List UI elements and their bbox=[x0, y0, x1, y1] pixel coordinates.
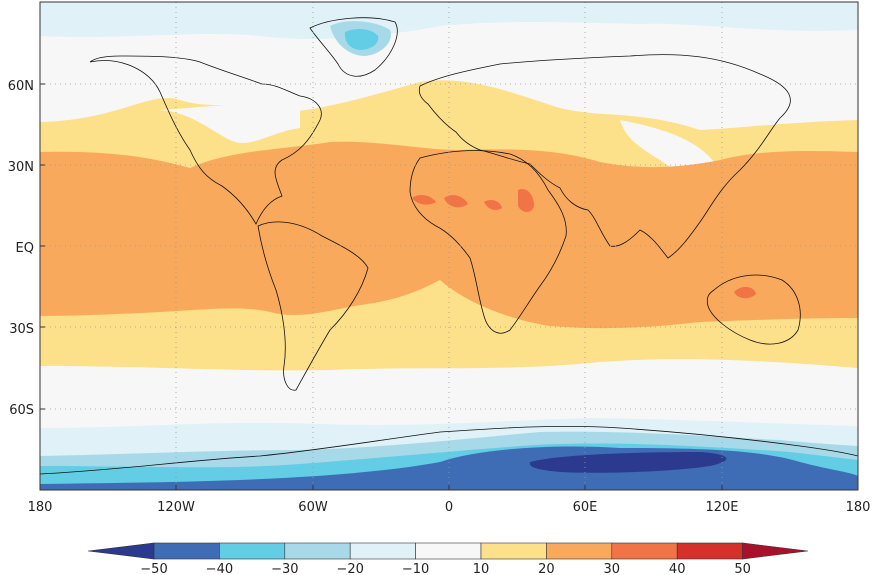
colorbar-label: 50 bbox=[734, 562, 751, 575]
coast-australia bbox=[706, 274, 801, 345]
lat-label-30n: 30N bbox=[8, 160, 34, 175]
colorbar-label: 10 bbox=[473, 562, 490, 575]
lon-label-0: 0 bbox=[445, 500, 453, 515]
colorbar-label: −10 bbox=[402, 562, 429, 575]
colorbar-extend-low bbox=[87, 542, 155, 560]
band-vhot-sahara-w bbox=[412, 195, 436, 205]
colorbar: −50 −40 −30 −20 −10 10 20 30 40 50 bbox=[87, 542, 809, 575]
temperature-field bbox=[40, 2, 858, 490]
band-vhot-egypt bbox=[518, 188, 534, 212]
coast-south-america bbox=[257, 221, 369, 391]
band-ant-lt-50 bbox=[529, 452, 727, 473]
colorbar-extend-high bbox=[742, 542, 809, 560]
colorbar-label: 40 bbox=[669, 562, 686, 575]
band-vhot-sahara-e bbox=[484, 200, 502, 210]
band-greenland-core bbox=[344, 28, 379, 50]
colorbar-segment bbox=[480, 542, 547, 560]
coast-africa bbox=[409, 150, 567, 334]
band-vhot-sahara-c bbox=[444, 195, 468, 208]
colorbar-segment bbox=[611, 542, 678, 560]
lon-label-60w: 60W bbox=[298, 500, 328, 515]
colorbar-segment bbox=[546, 542, 613, 560]
colorbar-segment bbox=[219, 542, 286, 560]
lat-label-30s: 30S bbox=[9, 322, 34, 337]
lon-label-180e: 180 bbox=[846, 500, 871, 515]
colorbar-label: −50 bbox=[140, 562, 167, 575]
colorbar-label: −40 bbox=[206, 562, 233, 575]
lat-axis: 60N 30N EQ 30S 60S bbox=[8, 79, 45, 418]
colorbar-label: −20 bbox=[336, 562, 363, 575]
band-land-cool-asia bbox=[620, 120, 720, 176]
colorbar-segment bbox=[676, 542, 743, 560]
colorbar-segment bbox=[284, 542, 351, 560]
coast-antarctica bbox=[40, 425, 858, 475]
coast-north-america bbox=[89, 55, 322, 225]
coast-greenland bbox=[309, 17, 398, 77]
lon-label-60e: 60E bbox=[573, 500, 598, 515]
colorbar-segment bbox=[349, 542, 416, 560]
lon-label-120w: 120W bbox=[157, 500, 195, 515]
coastlines bbox=[40, 17, 858, 475]
lat-label-eq: EQ bbox=[16, 241, 34, 256]
lat-label-60s: 60S bbox=[9, 403, 34, 418]
colorbar-label: 20 bbox=[538, 562, 555, 575]
band-vhot-australia bbox=[734, 286, 756, 299]
colorbar-label: −30 bbox=[271, 562, 298, 575]
colorbar-label: 30 bbox=[604, 562, 621, 575]
colorbar-segment bbox=[415, 542, 482, 560]
lon-axis: 180 120W 60W 0 60E 120E 180 bbox=[28, 485, 871, 515]
lat-label-60n: 60N bbox=[8, 79, 34, 94]
coast-eurasia bbox=[418, 54, 791, 259]
colorbar-segment bbox=[153, 542, 220, 560]
band-arctic-light bbox=[40, 2, 858, 39]
band-land-cool-na bbox=[160, 104, 300, 143]
lon-label-180w: 180 bbox=[28, 500, 53, 515]
lon-label-120e: 120E bbox=[705, 500, 738, 515]
